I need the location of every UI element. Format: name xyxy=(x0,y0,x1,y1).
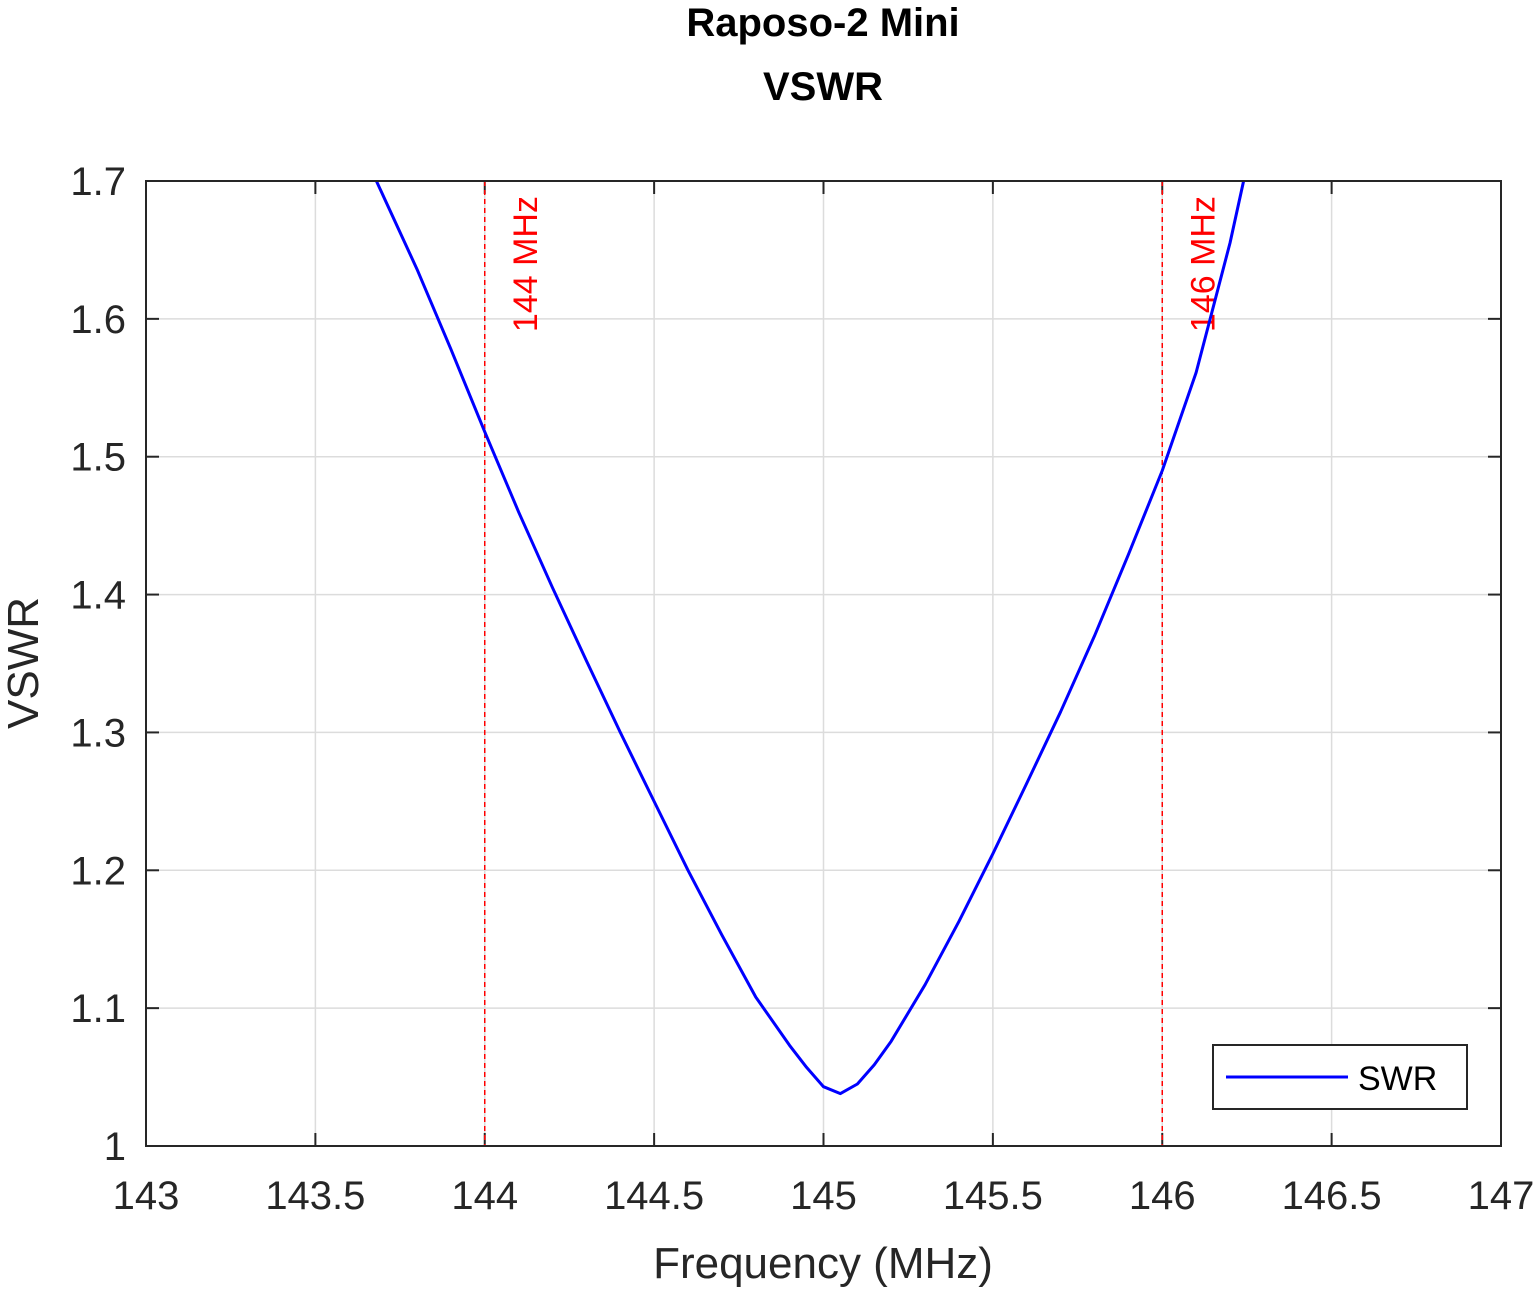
x-tick-label: 144 xyxy=(451,1174,518,1218)
reference-lines: 144 MHz 146 MHz xyxy=(484,181,1222,1146)
x-axis-label: Frequency (MHz) xyxy=(653,1239,993,1288)
x-tick-label: 146.5 xyxy=(1282,1174,1382,1218)
legend: SWR xyxy=(1212,1044,1468,1110)
x-axis: 143 143.5 144 144.5 145 145.5 146 146.5 147 xyxy=(113,181,1535,1218)
x-tick-label: 143.5 xyxy=(265,1174,365,1218)
x-tick-label: 144.5 xyxy=(604,1174,704,1218)
reference-line-label: 146 MHz xyxy=(1184,196,1222,332)
y-tick-label: 1.6 xyxy=(70,298,126,342)
reference-line-label: 144 MHz xyxy=(507,196,545,332)
plot-frame xyxy=(145,180,1502,1147)
x-tick-label: 146 xyxy=(1129,1174,1196,1218)
y-tick-label: 1.4 xyxy=(70,574,126,618)
chart-subtitle: VSWR xyxy=(763,65,883,109)
grid-lines xyxy=(146,181,1501,1146)
y-tick-label: 1.1 xyxy=(70,987,126,1031)
y-tick-label: 1.5 xyxy=(70,436,126,480)
legend-label-swr: SWR xyxy=(1358,1060,1437,1098)
x-tick-label: 147 xyxy=(1468,1174,1535,1218)
series-line-swr xyxy=(375,180,1246,1096)
y-tick-label: 1.3 xyxy=(70,711,126,755)
y-tick-label: 1 xyxy=(104,1125,126,1169)
y-axis: 1 1.1 1.2 1.3 1.4 1.5 1.6 1.7 xyxy=(70,160,1501,1169)
x-tick-label: 143 xyxy=(113,1174,180,1218)
series-layer xyxy=(375,180,1246,1096)
x-tick-label: 145 xyxy=(790,1174,857,1218)
x-tick-label: 145.5 xyxy=(943,1174,1043,1218)
y-axis-label: VSWR xyxy=(0,597,48,729)
y-tick-label: 1.2 xyxy=(70,849,126,893)
chart-title: Raposo-2 Mini xyxy=(686,1,959,45)
y-tick-label: 1.7 xyxy=(70,160,126,204)
